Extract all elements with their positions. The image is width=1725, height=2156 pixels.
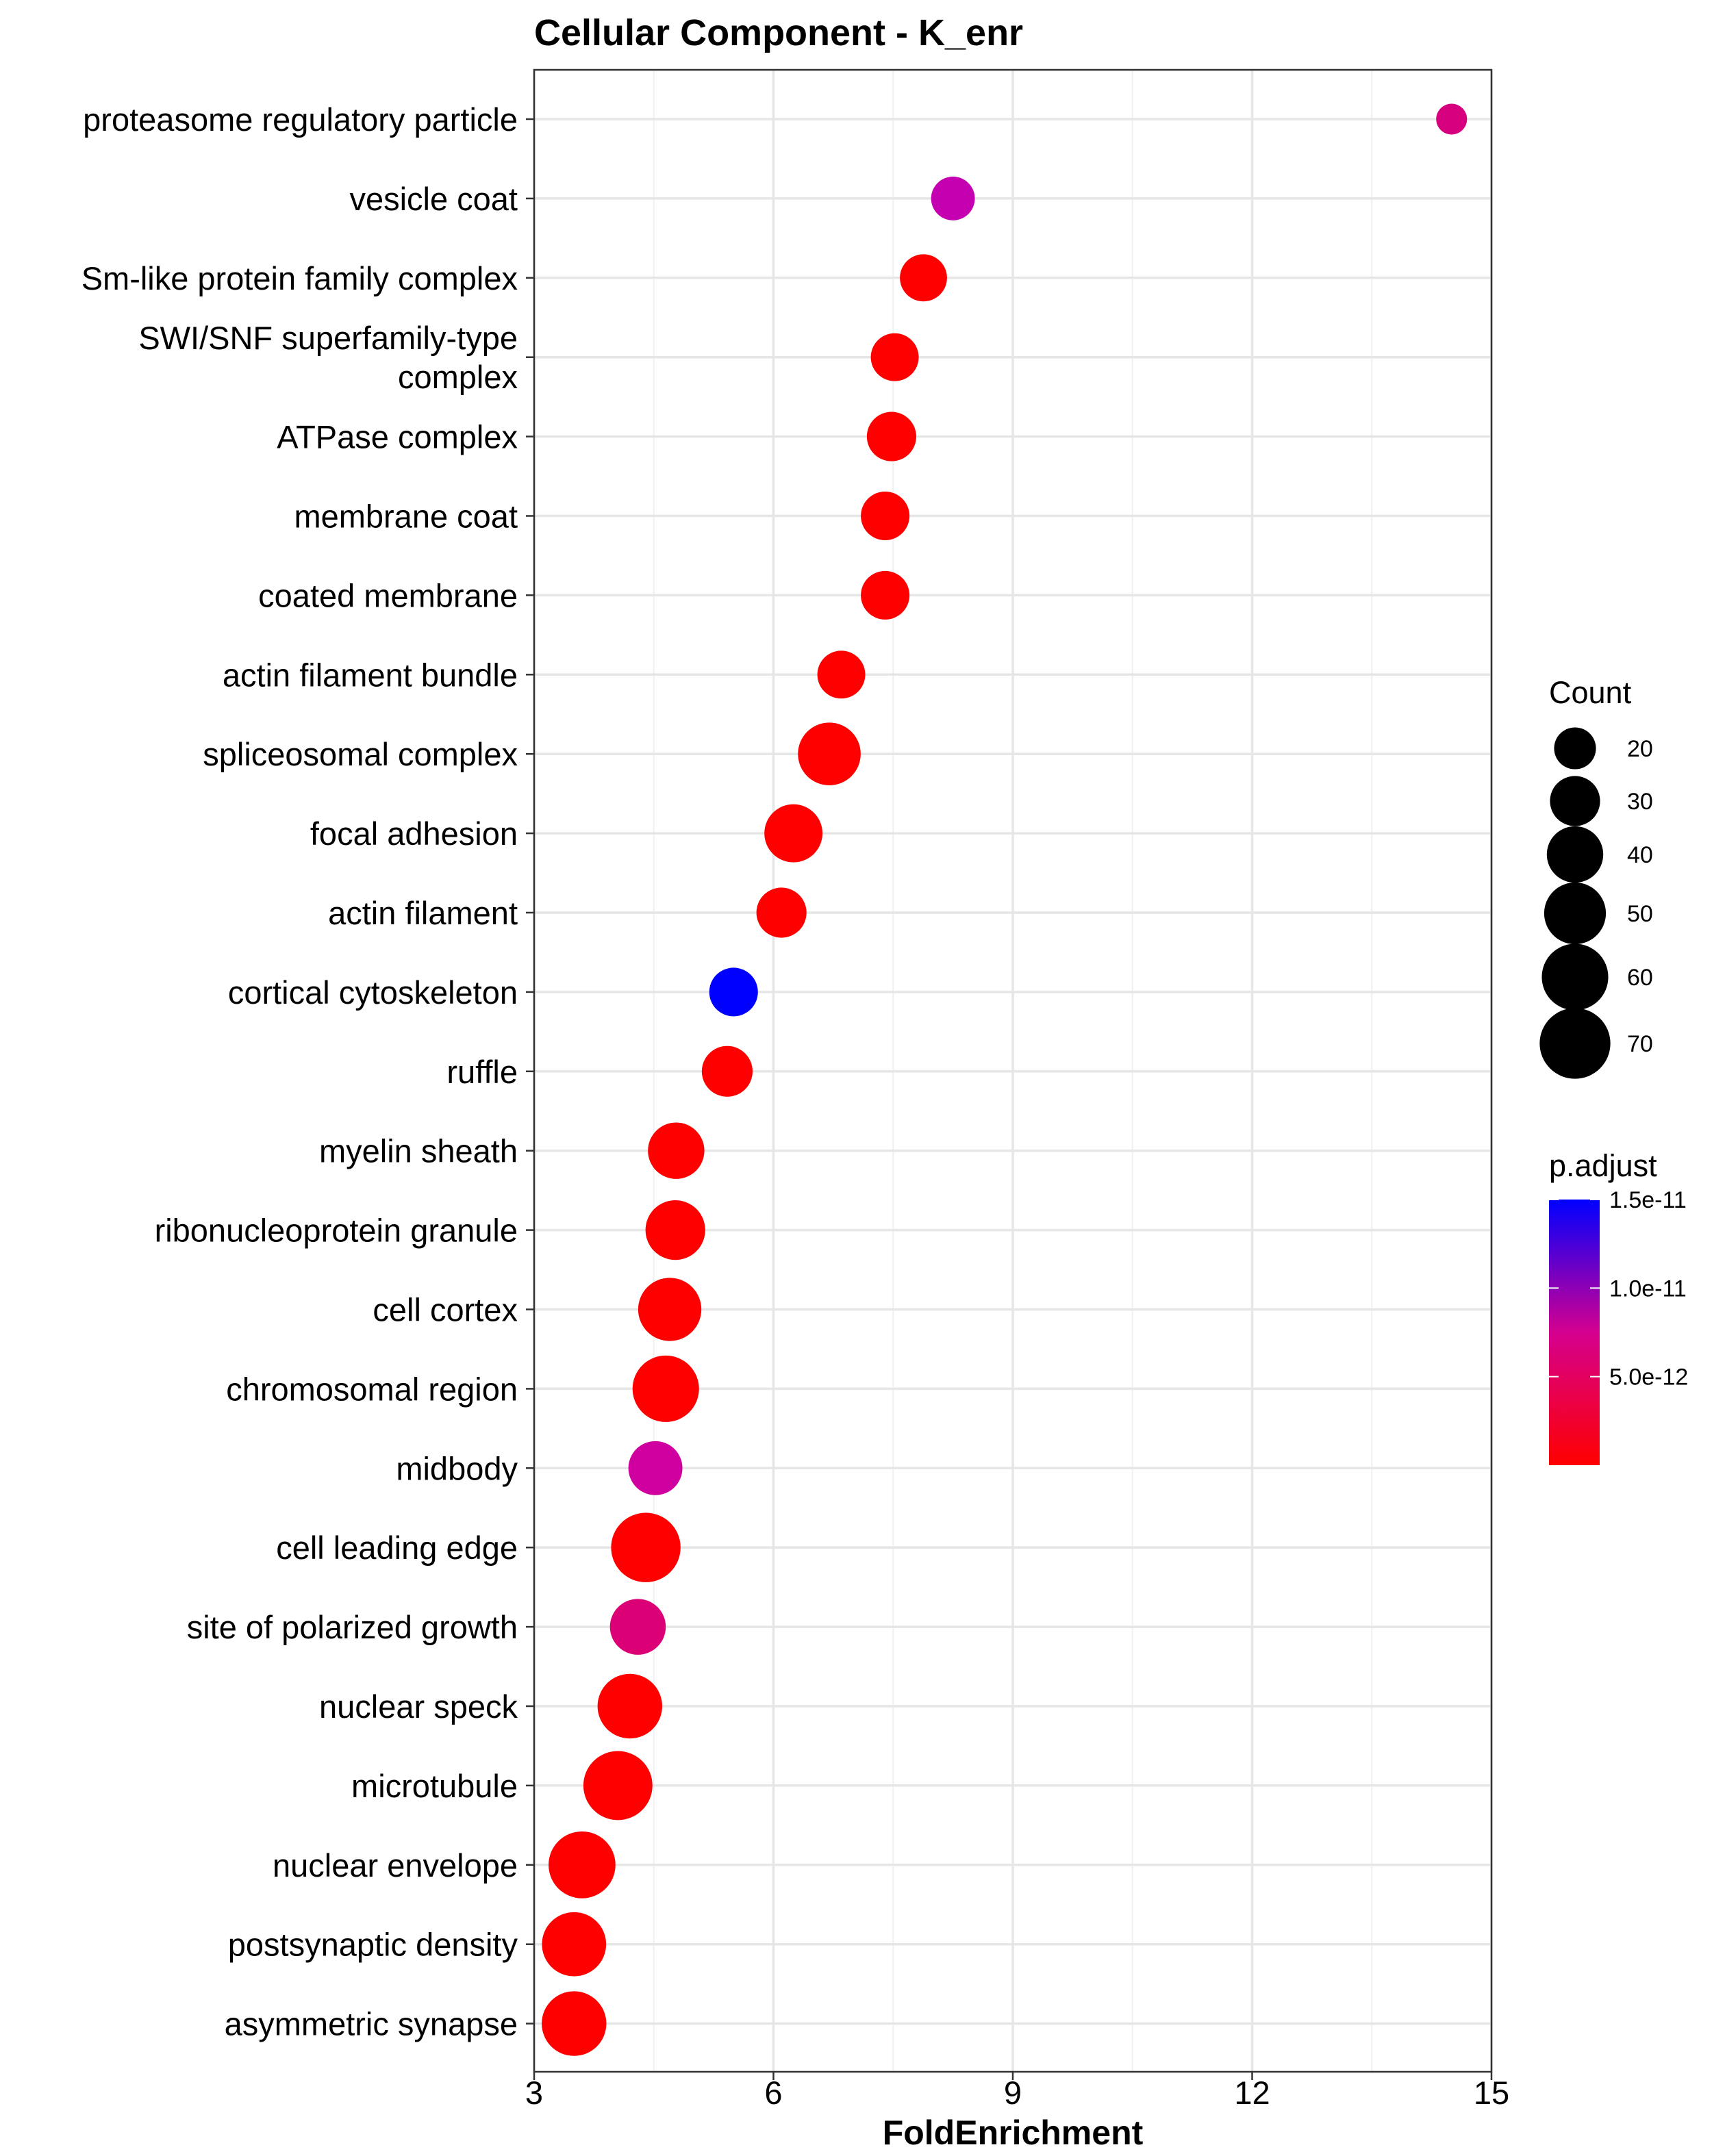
data-point: [709, 967, 758, 1017]
y-tick-label: ruffle: [446, 1054, 518, 1090]
y-tick-label: postsynaptic density: [228, 1927, 518, 1963]
padj-legend-label: 1.0e-11: [1609, 1276, 1687, 1302]
y-tick-label: cell cortex: [373, 1292, 518, 1328]
padj-legend-title: p.adjust: [1549, 1148, 1657, 1183]
y-tick-label: actin filament bundle: [223, 657, 518, 693]
y-tick-label: SWI/SNF superfamily-type: [138, 320, 518, 356]
count-legend-label: 40: [1627, 842, 1653, 868]
count-legend-key: [1539, 1008, 1611, 1079]
x-axis-label: FoldEnrichment: [883, 2114, 1144, 2152]
chart-title: Cellular Component - K_enr: [534, 12, 1023, 53]
y-tick-label: membrane coat: [294, 498, 518, 535]
count-legend-title: Count: [1549, 675, 1632, 710]
data-point: [861, 491, 910, 541]
y-tick-label: proteasome regulatory particle: [83, 101, 518, 138]
data-point: [1436, 103, 1468, 135]
data-point: [542, 1912, 607, 1977]
y-tick-label: focal adhesion: [310, 815, 518, 852]
y-tick-label: cortical cytoskeleton: [228, 974, 518, 1011]
count-legend-key: [1546, 826, 1604, 883]
padj-legend-label: 1.5e-11: [1609, 1187, 1687, 1213]
x-tick-label: 6: [764, 2075, 782, 2111]
data-point: [638, 1278, 702, 1341]
count-legend-key: [1541, 943, 1609, 1011]
count-legend-key: [1554, 727, 1596, 770]
data-point: [798, 722, 861, 786]
data-point: [609, 1599, 666, 1655]
data-point: [931, 176, 975, 220]
y-tick-label: ribonucleoprotein granule: [155, 1213, 518, 1249]
count-legend-label: 20: [1627, 736, 1653, 762]
y-tick-label: midbody: [396, 1450, 518, 1486]
y-tick-label: actin filament: [328, 895, 518, 931]
data-point: [900, 254, 947, 302]
y-tick-label: nuclear envelope: [273, 1847, 518, 1884]
x-tick-label: 12: [1234, 2075, 1270, 2111]
y-tick-label: coated membrane: [258, 577, 518, 613]
y-tick-label: microtubule: [351, 1768, 518, 1804]
y-tick-label: ATPase complex: [277, 419, 518, 455]
data-point: [701, 1045, 753, 1097]
data-point: [583, 1751, 653, 1821]
points-layer: [542, 103, 1468, 2056]
data-point: [648, 1122, 705, 1179]
data-point: [597, 1673, 662, 1739]
data-point: [549, 1831, 616, 1899]
data-point: [870, 333, 919, 381]
data-point: [764, 804, 823, 863]
data-point: [645, 1200, 705, 1260]
x-axis: 3 6 9 12 15: [525, 2072, 1509, 2111]
y-tick-label: Sm-like protein family complex: [81, 260, 518, 296]
y-tick-label: chromosomal region: [226, 1371, 518, 1407]
count-legend: Count 20 30 40 50 60 70: [1539, 675, 1653, 1079]
data-point: [628, 1441, 683, 1495]
count-legend-label: 60: [1627, 965, 1653, 991]
count-legend-label: 30: [1627, 789, 1653, 815]
count-legend-label: 50: [1627, 901, 1653, 927]
data-point: [756, 887, 807, 938]
y-tick-label: asymmetric synapse: [225, 2006, 518, 2042]
x-tick-label: 3: [525, 2075, 543, 2111]
x-tick-label: 9: [1004, 2075, 1022, 2111]
count-legend-key: [1544, 882, 1607, 945]
padj-legend-label: 5.0e-12: [1609, 1365, 1688, 1391]
data-point: [817, 650, 866, 699]
y-tick-label: nuclear speck: [319, 1688, 518, 1725]
x-tick-label: 15: [1474, 2075, 1509, 2111]
y-tick-label: cell leading edge: [276, 1530, 518, 1566]
y-axis: proteasome regulatory particle vesicle co…: [81, 101, 534, 2042]
padj-legend: p.adjust 1.5e-11 1.0e-11 5.0e-12: [1549, 1148, 1688, 1465]
y-tick-label: spliceosomal complex: [203, 736, 518, 772]
data-point: [542, 1991, 607, 2056]
y-tick-label: vesicle coat: [349, 181, 518, 217]
y-tick-label: myelin sheath: [319, 1133, 518, 1169]
y-tick-label: complex: [398, 359, 518, 395]
data-point: [861, 570, 910, 620]
data-point: [632, 1355, 699, 1422]
padj-colorbar: [1549, 1200, 1600, 1465]
y-tick-label: site of polarized growth: [187, 1609, 518, 1645]
data-point: [611, 1512, 681, 1582]
count-legend-label: 70: [1627, 1031, 1653, 1057]
count-legend-key: [1550, 776, 1600, 826]
data-point: [866, 411, 916, 461]
